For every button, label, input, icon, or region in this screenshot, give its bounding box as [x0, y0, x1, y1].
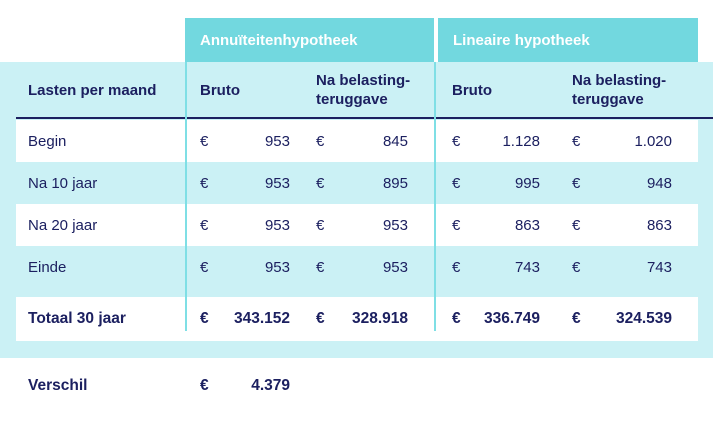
column-header-netto-linear: Na belasting-teruggave — [572, 72, 667, 108]
currency-symbol: € — [572, 216, 581, 234]
currency-symbol: € — [316, 216, 325, 234]
table-row: Na 20 jaar € 953 € 953 € 863 € 863 — [0, 204, 717, 246]
row-label: Einde — [28, 258, 67, 276]
table-header-row: Lasten per maand Bruto Na belasting-teru… — [0, 62, 713, 118]
table-row: Begin € 953 € 845 € 1.128 € 1.020 — [0, 120, 717, 162]
table-row-total: Totaal 30 jaar € 343.152 € 328.918 € 336… — [0, 297, 717, 341]
column-separator — [434, 62, 436, 331]
difference-value: 4.379 — [251, 377, 290, 394]
currency-symbol: € — [452, 132, 461, 150]
cell-value: 948 — [646, 174, 672, 192]
currency-symbol: € — [572, 258, 581, 276]
cell-value: 743 — [514, 258, 540, 276]
currency-symbol: € — [316, 310, 325, 327]
currency-symbol: € — [200, 132, 209, 150]
currency-symbol: € — [200, 216, 209, 234]
cell-value: 953 — [264, 132, 290, 150]
currency-symbol: € — [572, 310, 581, 327]
currency-symbol: € — [316, 132, 325, 150]
currency-symbol: € — [200, 174, 209, 192]
currency-symbol: € — [452, 310, 461, 327]
row-label: Na 20 jaar — [28, 216, 98, 234]
cell-value: 336.749 — [483, 310, 540, 327]
difference-row: Verschil € 4.379 — [0, 372, 717, 400]
header-underline — [16, 117, 713, 119]
currency-symbol: € — [452, 258, 461, 276]
currency-symbol: € — [316, 258, 325, 276]
currency-symbol: € — [572, 132, 581, 150]
row-label: Begin — [28, 132, 67, 150]
cell-value: 895 — [382, 174, 408, 192]
column-group-annuity-header: Annuïteitenhypotheek — [185, 18, 434, 62]
column-header-netto-annuity: Na belasting-teruggave — [316, 72, 411, 108]
table-row: Na 10 jaar € 953 € 895 € 995 € 948 — [0, 162, 717, 204]
column-header-bruto-annuity: Bruto — [200, 81, 240, 99]
row-label: Totaal 30 jaar — [28, 310, 126, 327]
cell-value: 953 — [264, 174, 290, 192]
column-header-bruto-linear: Bruto — [452, 81, 492, 99]
column-separator — [185, 62, 187, 331]
row-label: Na 10 jaar — [28, 174, 98, 192]
currency-symbol: € — [452, 174, 461, 192]
cell-value: 743 — [646, 258, 672, 276]
column-group-linear-title: Lineaire hypotheek — [453, 31, 590, 49]
cell-value: 953 — [382, 258, 408, 276]
cell-value: 953 — [382, 216, 408, 234]
table-row: Einde € 953 € 953 € 743 € 743 — [0, 246, 717, 288]
currency-symbol: € — [200, 377, 209, 394]
cell-value: 324.539 — [615, 310, 672, 327]
cell-value: 863 — [646, 216, 672, 234]
cell-value: 995 — [514, 174, 540, 192]
currency-symbol: € — [200, 258, 209, 276]
currency-symbol: € — [452, 216, 461, 234]
cell-value: 1.128 — [502, 132, 540, 150]
currency-symbol: € — [200, 310, 209, 327]
column-group-annuity-title: Annuïteitenhypotheek — [200, 31, 358, 49]
currency-symbol: € — [572, 174, 581, 192]
cell-value: 845 — [382, 132, 408, 150]
column-group-linear-header: Lineaire hypotheek — [438, 18, 698, 62]
cell-value: 863 — [514, 216, 540, 234]
cell-value: 953 — [264, 216, 290, 234]
corner-header: Lasten per maand — [28, 81, 157, 99]
cell-value: 328.918 — [351, 310, 408, 327]
currency-symbol: € — [316, 174, 325, 192]
cell-value: 343.152 — [233, 310, 290, 327]
cell-value: 953 — [264, 258, 290, 276]
difference-label: Verschil — [28, 377, 88, 394]
cell-value: 1.020 — [634, 132, 672, 150]
